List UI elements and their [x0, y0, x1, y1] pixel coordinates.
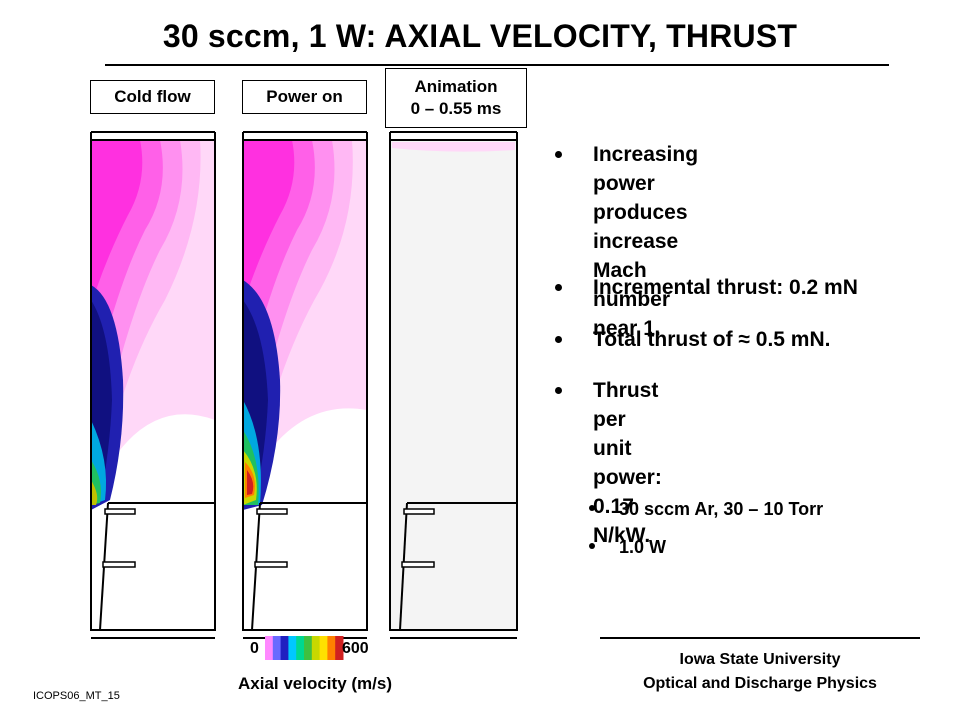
- bullet-dot-icon: [555, 336, 562, 343]
- velocity-colorbar: [265, 636, 344, 660]
- colorbar-swatch: [280, 636, 289, 660]
- footer-line1: Iowa State University: [679, 651, 841, 668]
- bullet-dot-icon: [589, 505, 595, 511]
- power-on-plot: [242, 131, 368, 639]
- colorbar-swatch: [272, 636, 282, 660]
- colorbar-swatch: [327, 636, 336, 660]
- colorbar-swatch: [304, 636, 313, 660]
- bullet-dot-icon: [555, 284, 562, 291]
- animation-label-line2: 0 – 0.55 ms: [410, 99, 502, 118]
- bullet-text: Incremental thrust: 0.2 mN: [593, 276, 858, 299]
- bullet-text: Total thrust of ≈ 0.5 mN.: [593, 328, 831, 351]
- colorbar-swatch: [335, 636, 344, 660]
- cold-flow-plot: [90, 131, 216, 639]
- title-underline: [105, 64, 889, 66]
- power-on-label-text: Power on: [266, 87, 343, 106]
- cold-flow-label-text: Cold flow: [114, 87, 191, 106]
- footer-rule: [600, 637, 920, 639]
- colorbar-swatch: [311, 636, 321, 660]
- slide-id: ICOPS06_MT_15: [33, 690, 120, 702]
- bullet-dot-icon: [589, 543, 595, 549]
- institution-footer: Iowa State University Optical and Discha…: [560, 648, 960, 696]
- footer-line2: Optical and Discharge Physics: [643, 675, 877, 692]
- colorbar-max-label: 600: [342, 640, 369, 657]
- bullet-text: Increasing power produces increase Mach …: [593, 143, 699, 340]
- colorbar-swatch: [288, 636, 297, 660]
- animation-plot: [389, 131, 518, 639]
- colorbar-min-label: 0: [250, 640, 259, 657]
- colorbar-swatch: [265, 636, 274, 660]
- bullet-dot-icon: [555, 151, 562, 158]
- colorbar-title: Axial velocity (m/s): [237, 674, 392, 693]
- condition-text: 30 sccm Ar, 30 – 10 Torr: [619, 499, 824, 519]
- animation-label-line1: Animation: [414, 77, 498, 96]
- colorbar-swatch: [319, 636, 328, 660]
- slide-title: 30 sccm, 1 W: AXIAL VELOCITY, THRUST: [162, 18, 798, 54]
- animation-label: Animation 0 – 0.55 ms: [385, 68, 527, 128]
- condition-text: 1.0 W: [619, 537, 667, 557]
- cold-flow-label: Cold flow: [90, 80, 215, 114]
- bullet-text: Thrust per unit power: 0.17 N/kW.: [593, 379, 662, 547]
- bullet-dot-icon: [555, 387, 562, 394]
- power-on-label: Power on: [242, 80, 367, 114]
- colorbar-swatch: [296, 636, 305, 660]
